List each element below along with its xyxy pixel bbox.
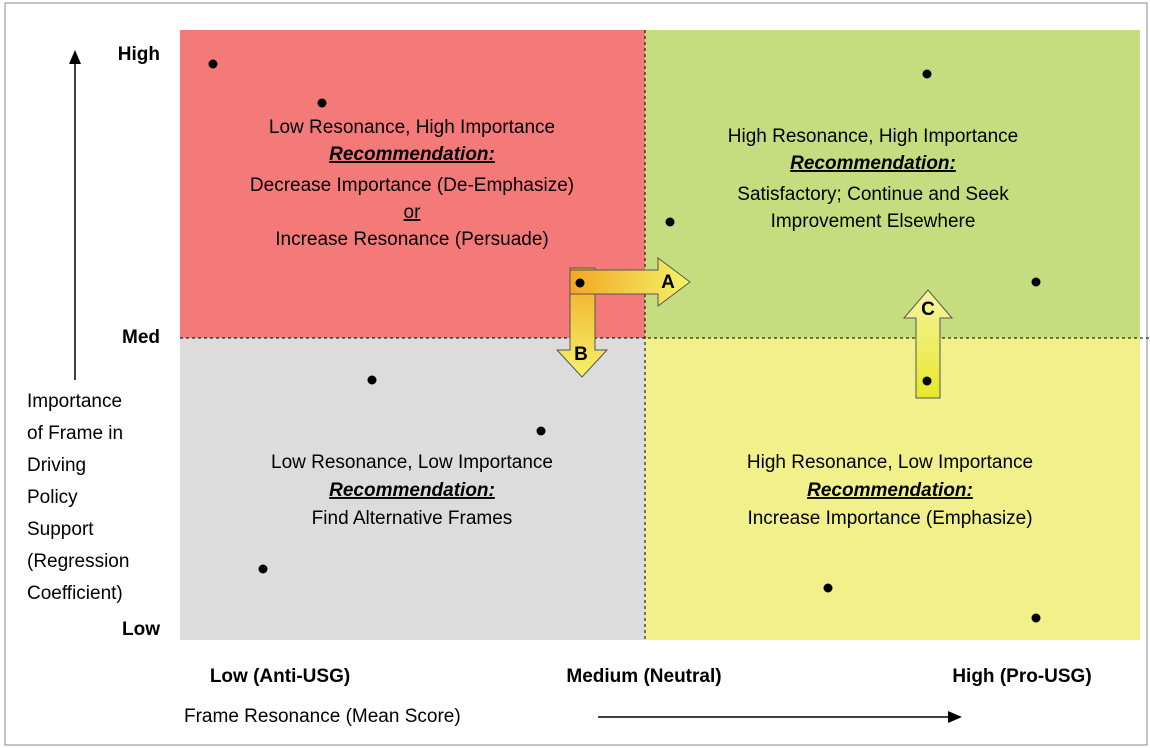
x-tick: Low (Anti-USG) xyxy=(210,666,350,687)
quadrant-bg xyxy=(645,338,1140,640)
dot xyxy=(922,376,932,386)
quadrant-line: Satisfactory; Continue and Seek xyxy=(737,184,1009,205)
quadrant-bg xyxy=(645,30,1140,338)
x-title: Frame Resonance (Mean Score) xyxy=(184,706,461,727)
x-arrow-head xyxy=(948,711,962,723)
quadrant-line: Find Alternative Frames xyxy=(312,508,513,529)
quadrant-bg xyxy=(180,338,645,640)
y-title-line: (Regression xyxy=(27,551,129,572)
y-title-line: Importance xyxy=(27,391,122,412)
y-arrow-head xyxy=(69,50,81,64)
y-tick: Med xyxy=(122,327,160,348)
quadrant-line: Increase Resonance (Persuade) xyxy=(275,229,549,250)
recommendation: Recommendation: xyxy=(790,153,956,174)
quadrant-texts: Low Resonance, High Importance Recommenda… xyxy=(250,117,1033,529)
y-title-line: Policy xyxy=(27,487,78,508)
quadrant-bg xyxy=(180,30,645,338)
quadrant-line: Improvement Elsewhere xyxy=(771,211,976,232)
arrow-label: A xyxy=(661,272,675,293)
y-title-line: Coefficient) xyxy=(27,583,123,604)
arrow-label: C xyxy=(921,299,935,320)
y-tick: Low xyxy=(122,619,160,640)
arrow-label: B xyxy=(574,344,588,365)
quadrant-heading: Low Resonance, Low Importance xyxy=(271,452,553,473)
quadrant-heading: High Resonance, Low Importance xyxy=(747,452,1033,473)
recommendation: Recommendation: xyxy=(329,144,495,165)
quadrant-line: Increase Importance (Emphasize) xyxy=(747,508,1032,529)
y-title-line: Driving xyxy=(27,455,86,476)
x-tick: High (Pro-USG) xyxy=(952,666,1091,687)
x-tick: Medium (Neutral) xyxy=(566,666,721,687)
dot xyxy=(575,278,585,288)
y-tick: High xyxy=(118,44,160,65)
y-title-line: Support xyxy=(27,519,94,540)
y-title-line: of Frame in xyxy=(27,423,123,444)
recommendation: Recommendation: xyxy=(329,480,495,501)
dots xyxy=(208,59,1041,623)
arrow-a xyxy=(569,257,691,307)
y-title: Importance of Frame in Driving Policy Suppor… xyxy=(27,391,129,604)
recommendation: Recommendation: xyxy=(807,480,973,501)
quadrant-heading: Low Resonance, High Importance xyxy=(269,117,555,138)
quadrant-heading: High Resonance, High Importance xyxy=(728,126,1018,147)
arrow-c xyxy=(902,289,954,399)
quadrant-line: or xyxy=(404,202,422,223)
quadrant-line: Decrease Importance (De-Emphasize) xyxy=(250,175,574,196)
